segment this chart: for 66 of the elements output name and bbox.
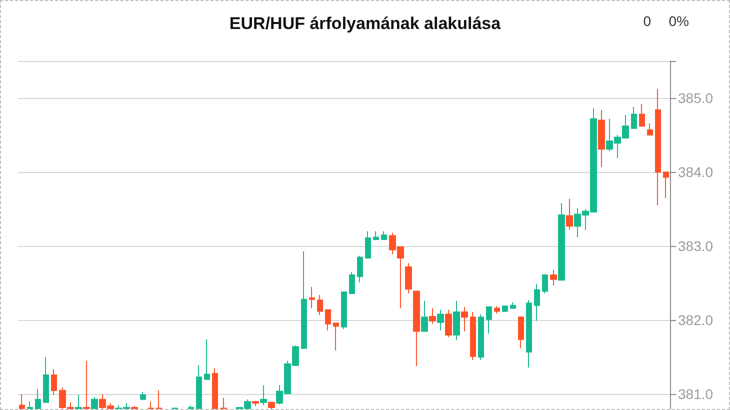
candlestick: [437, 309, 444, 332]
candlestick: [204, 338, 210, 380]
candlestick: [156, 390, 162, 409]
candlestick: [510, 302, 516, 309]
candlestick: [631, 106, 637, 129]
candlestick: [317, 294, 323, 316]
candlestick: [381, 230, 387, 240]
candlestick: [75, 394, 82, 409]
candlestick: [35, 388, 41, 409]
text: 0: [643, 13, 652, 29]
candlestick: [421, 300, 428, 332]
candlestick: [51, 368, 57, 396]
candlestick: [252, 400, 259, 407]
candlestick: [349, 272, 355, 294]
candlestick: [365, 230, 371, 258]
candlestick: [341, 292, 347, 330]
candlestick: [268, 402, 275, 409]
y-tick-label: 385.0: [678, 90, 714, 106]
candlestick: [453, 300, 460, 341]
candlestick: [445, 309, 452, 338]
candlestick: [301, 250, 307, 350]
candlestick: [19, 394, 25, 409]
candlestick: [91, 396, 98, 409]
y-tick-label: 384.0: [678, 164, 714, 180]
candlestick: [309, 286, 315, 309]
candlestick: [639, 103, 645, 127]
candlestick: [502, 304, 508, 313]
candlestick: [478, 314, 484, 361]
candlestick: [220, 397, 227, 409]
candlestick: [140, 391, 146, 400]
candlestick: [373, 230, 379, 241]
candlestick: [196, 364, 202, 409]
candlestick: [598, 109, 605, 168]
candlestick: [486, 306, 492, 334]
candlestick: [333, 322, 339, 352]
y-tick-label: 382.0: [678, 312, 714, 328]
candlestick: [83, 360, 90, 409]
candlestick: [429, 308, 436, 324]
candlestick: [526, 300, 532, 368]
candlestick: [461, 306, 468, 332]
candlestick: [413, 290, 420, 367]
candlestick: [663, 172, 669, 198]
candlestick: [558, 202, 565, 281]
candlestick: [542, 274, 548, 294]
candlestick: [470, 312, 476, 361]
candlestick: [43, 356, 49, 403]
candlestick: [518, 316, 524, 349]
candlestick: [325, 309, 331, 332]
text: 0%: [668, 13, 689, 29]
candlestick: [655, 88, 661, 206]
candlestick: [260, 384, 267, 406]
candlestick: [357, 255, 363, 283]
candlestick: [212, 368, 218, 409]
candlestick: [647, 122, 653, 136]
candlestick: [131, 406, 138, 409]
candlestick: [188, 404, 194, 409]
y-tick-label: 383.0: [678, 238, 714, 254]
candlestick: [405, 262, 412, 294]
candlestick: [27, 401, 33, 409]
chart-title: EUR/HUF árfolyamának alakulása: [229, 14, 502, 33]
candlestick: [494, 306, 500, 314]
candlestick: [566, 198, 573, 230]
y-tick-label: 381.0: [678, 386, 714, 402]
candlestick: [148, 401, 154, 409]
candlestick: [534, 283, 540, 322]
candlestick: [550, 269, 557, 286]
